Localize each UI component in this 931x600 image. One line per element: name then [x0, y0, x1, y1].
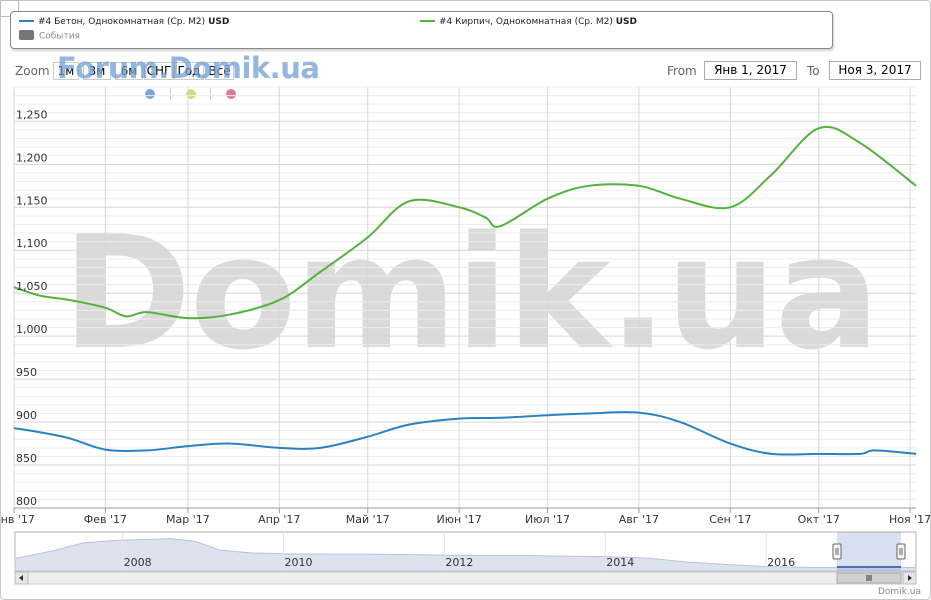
navigator-year-label: 2012	[445, 556, 473, 569]
legend: #4 Бетон, Однокомнатная (Ср. М2) USD #4 …	[10, 11, 833, 49]
x-tick-label: Апр '17	[258, 513, 300, 526]
y-tick-label: 1,150	[16, 194, 48, 207]
arrow-right-icon	[908, 575, 912, 581]
navigator-year-label: 2008	[124, 556, 152, 569]
legend-kirpich-name: #4 Кирпич, Однокомнатная (Ср. М2)	[439, 17, 613, 27]
y-tick-label: 950	[16, 366, 37, 379]
navigator[interactable]: 2008 2010 2012 2014 2016	[14, 531, 917, 585]
to-date-input[interactable]: Ноя 3, 2017	[829, 61, 921, 80]
legend-beton-unit: USD	[208, 17, 230, 27]
x-tick-label: Июл '17	[525, 513, 570, 526]
navigator-right-handle[interactable]	[896, 543, 906, 560]
y-tick-label: 1,200	[16, 151, 48, 164]
arrow-left-icon	[19, 575, 23, 581]
zoom-button-ytd[interactable]: СНГ	[144, 62, 174, 80]
zoom-button-3m[interactable]: 3м	[83, 62, 111, 80]
series-layer	[13, 125, 917, 456]
x-tick-label: Мар '17	[166, 513, 210, 526]
kirpich-line-icon	[420, 19, 435, 22]
to-label: To	[807, 64, 820, 78]
series-kirpich-line[interactable]	[13, 125, 917, 320]
x-tick-label: Янв '17	[0, 513, 35, 526]
event-separator	[170, 88, 171, 100]
attribution-label: Domik.ua	[878, 587, 921, 597]
x-tick-label: Ноя '17	[889, 513, 931, 526]
legend-item-events[interactable]: События	[19, 30, 80, 42]
legend-beton-name: #4 Бетон, Однокомнатная (Ср. М2)	[38, 17, 206, 27]
legend-item-kirpich[interactable]: #4 Кирпич, Однокомнатная (Ср. М2) USD	[420, 17, 637, 27]
zoom-label: Zoom	[15, 64, 50, 78]
y-tick-label: 1,250	[16, 108, 48, 121]
navigator-left-handle[interactable]	[832, 543, 842, 560]
x-tick-label: Авг '17	[619, 513, 659, 526]
x-tick-label: Сен '17	[709, 513, 751, 526]
forum-watermark-logo: Forum.Domik.ua	[57, 51, 320, 85]
scrollbar-track[interactable]	[14, 571, 917, 585]
zoom-button-1m[interactable]: 1м	[53, 62, 79, 80]
event-dot-pink[interactable]	[226, 89, 236, 99]
x-tick-label: Май '17	[346, 513, 390, 526]
navigator-selection[interactable]	[837, 532, 901, 571]
legend-events-label: События	[39, 31, 80, 42]
zoom-button-year[interactable]: Год	[174, 62, 204, 80]
from-date-input[interactable]: Янв 1, 2017	[704, 61, 797, 80]
event-dot-yellow[interactable]	[186, 89, 196, 99]
legend-item-beton[interactable]: #4 Бетон, Однокомнатная (Ср. М2) USD	[19, 17, 229, 27]
axis-layer: Янв '17 Фев '17 Мар '17 Апр '17 Май '17 Июн '…	[0, 108, 931, 526]
navigator-year-label: 2010	[284, 556, 312, 569]
navigator-year-label: 2016	[767, 556, 795, 569]
y-tick-label: 900	[16, 409, 37, 422]
navigator-year-label: 2014	[606, 556, 634, 569]
events-box-icon	[19, 30, 34, 40]
x-tick-label: Июн '17	[437, 513, 482, 526]
from-label: From	[667, 64, 697, 78]
beton-line-icon	[19, 19, 34, 22]
zoom-button-all[interactable]: Всё	[205, 62, 234, 80]
event-separator	[210, 88, 211, 100]
x-tick-label: Фев '17	[84, 513, 127, 526]
y-tick-label: 800	[16, 495, 37, 508]
navigator-series-area	[14, 538, 917, 572]
y-tick-label: 1,050	[16, 280, 48, 293]
legend-kirpich-unit: USD	[615, 17, 637, 27]
y-tick-label: 850	[16, 452, 37, 465]
event-dot-blue[interactable]	[145, 89, 155, 99]
y-tick-label: 1,100	[16, 237, 48, 250]
x-tick-label: Окт '17	[798, 513, 840, 526]
grid-layer	[13, 86, 916, 509]
y-tick-label: 1,000	[16, 323, 48, 336]
zoom-button-6m[interactable]: 6м	[115, 62, 143, 80]
